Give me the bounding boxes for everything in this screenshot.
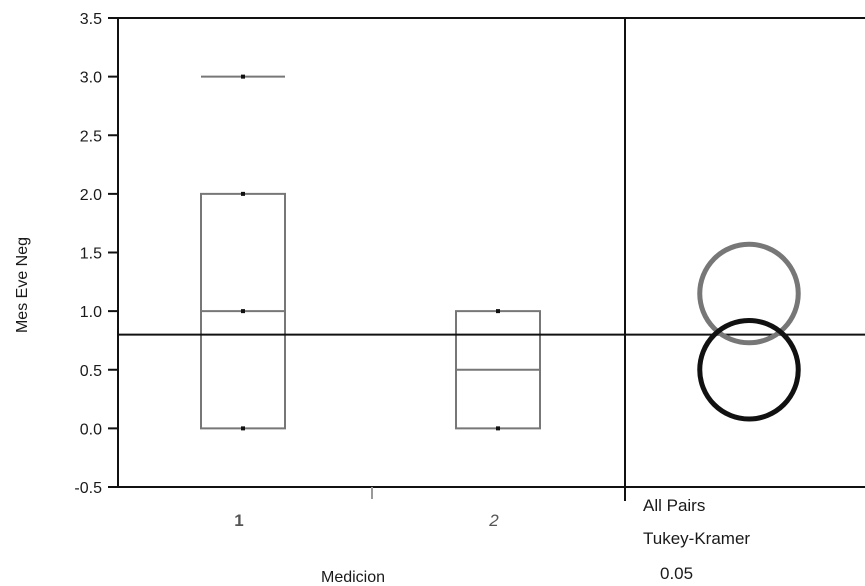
data-point — [496, 309, 500, 314]
box-plot-2 — [455, 309, 541, 431]
data-point — [241, 74, 245, 79]
comparison-label-all-pairs: All Pairs — [643, 496, 705, 515]
y-tick-label: -0.5 — [74, 480, 102, 497]
y-tick-label: 3.0 — [80, 70, 102, 87]
data-point — [496, 426, 500, 431]
data-point — [241, 426, 245, 431]
y-axis-label: Mes Eve Neg — [14, 237, 31, 333]
y-tick-label: 0.0 — [80, 421, 102, 438]
y-tick-label: 0.5 — [80, 363, 102, 380]
y-tick-label: 1.0 — [80, 304, 102, 321]
comparison-circle-2 — [697, 318, 801, 422]
data-point — [241, 191, 245, 196]
comparison-label-method: Tukey-Kramer — [643, 529, 750, 548]
x-axis-label: Medicion — [321, 569, 385, 586]
box-plots — [200, 74, 541, 431]
data-point — [241, 309, 245, 314]
y-tick-label: 2.5 — [80, 128, 102, 145]
comparison-label-alpha: 0.05 — [660, 564, 693, 583]
plot-frame — [117, 17, 865, 501]
y-axis: 3.5 3.0 2.5 2.0 1.5 1.0 0.5 0.0 -0.5 — [74, 11, 118, 497]
y-tick-label: 2.0 — [80, 187, 102, 204]
y-tick-label: 3.5 — [80, 11, 102, 28]
box-plot-1 — [200, 74, 286, 431]
x-category-label: 1 — [234, 511, 243, 530]
comparison-circles — [697, 241, 801, 422]
y-tick-label: 1.5 — [80, 246, 102, 263]
x-category-label: 2 — [488, 511, 499, 530]
comparison-circle-1 — [697, 241, 801, 346]
